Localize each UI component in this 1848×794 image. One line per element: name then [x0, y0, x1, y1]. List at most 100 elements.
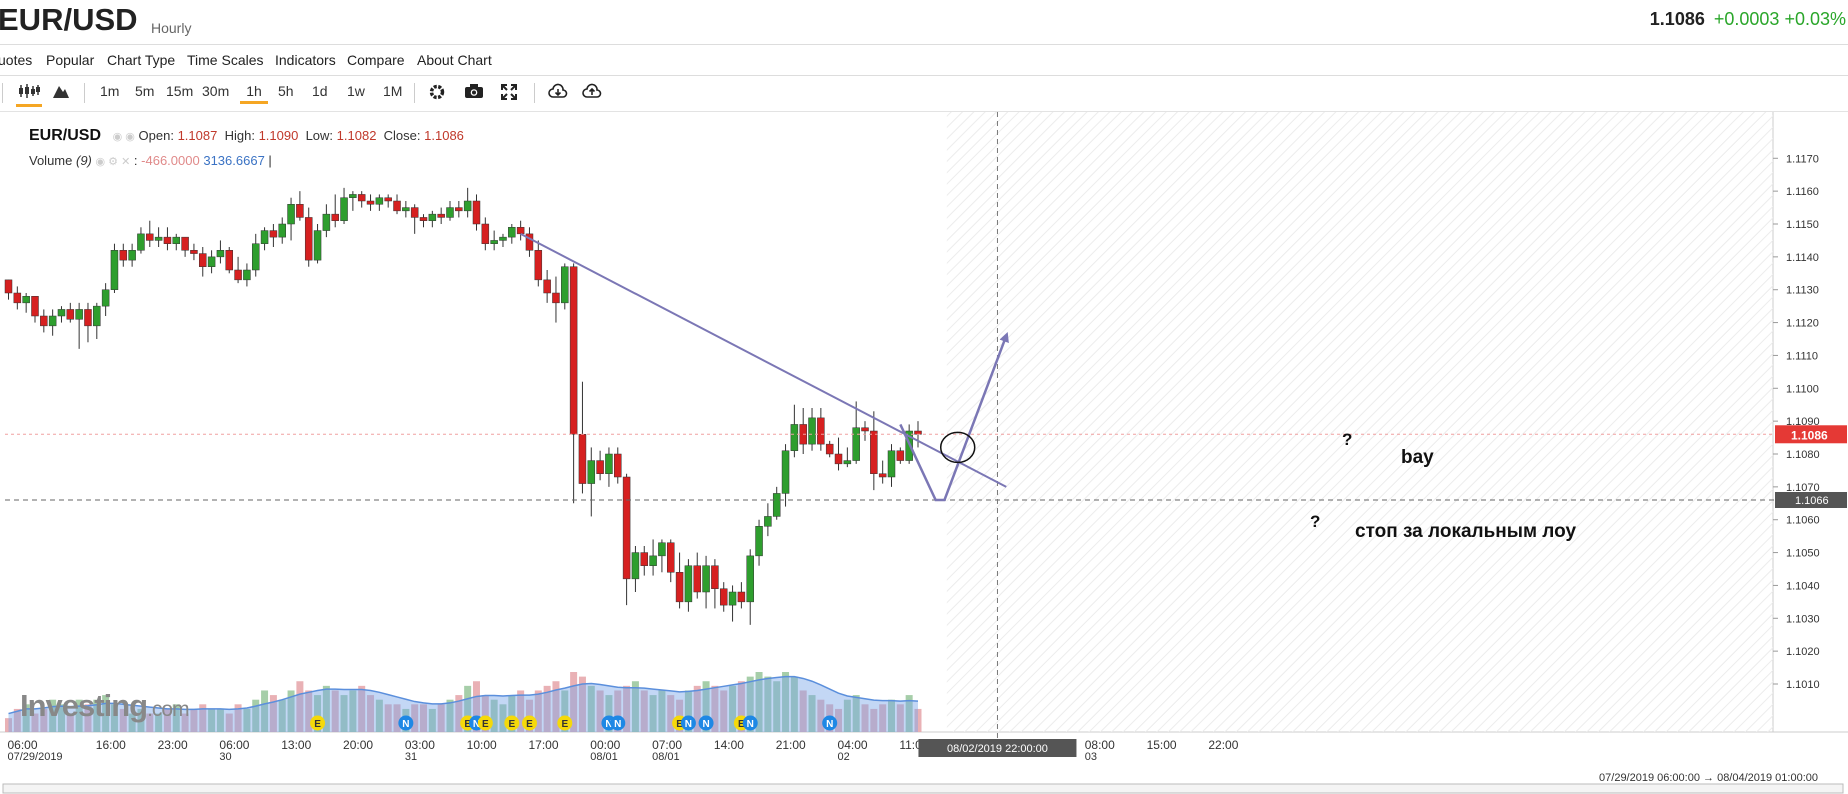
volume-bar	[146, 713, 154, 732]
interval-1w[interactable]: 1w	[347, 83, 365, 99]
x-tick-label: 16:00	[96, 738, 126, 752]
candle-body	[481, 223, 490, 244]
candle-body	[887, 450, 896, 478]
fullscreen-icon[interactable]	[500, 83, 518, 104]
candle	[764, 503, 772, 537]
candle	[684, 559, 693, 612]
volume-bar	[367, 695, 375, 732]
volume-bar	[605, 695, 613, 732]
economic-event-icon	[310, 715, 326, 731]
volume-bar	[631, 681, 639, 732]
x-tick-sublabel: 07/29/2019	[8, 751, 63, 763]
candle	[428, 210, 437, 228]
volume-bar	[190, 708, 198, 732]
upload-icon[interactable]	[582, 83, 602, 104]
download-icon[interactable]	[548, 83, 568, 104]
volume-bar	[137, 708, 145, 732]
candle	[57, 306, 66, 323]
candle-body	[772, 493, 781, 517]
menu-compare[interactable]: Compare	[347, 52, 405, 68]
toolbar-divider	[414, 83, 415, 103]
menu-chart-type[interactable]: Chart Type	[107, 52, 176, 68]
annotation-stop: стоп за локальным лоу	[1355, 521, 1577, 542]
candle-body	[190, 250, 198, 254]
candle	[781, 444, 790, 507]
y-tick-label: 1.1170	[1786, 153, 1819, 165]
candle-body	[649, 555, 657, 566]
volume-bar	[693, 685, 701, 732]
interval-15m[interactable]: 15m	[166, 83, 194, 99]
x-tick-sublabel: 31	[405, 751, 417, 763]
volume-bar	[84, 704, 92, 732]
volume-bar	[658, 690, 666, 732]
candle	[790, 404, 799, 458]
volume-bar	[764, 676, 772, 732]
candle-body	[137, 233, 145, 251]
volume-bar	[155, 713, 163, 732]
volume-bar	[888, 699, 895, 732]
candle	[269, 224, 278, 247]
menu-time-scales[interactable]: Time Scales	[187, 52, 264, 68]
candlestick-icon[interactable]	[16, 83, 42, 107]
candle-body	[693, 565, 701, 593]
volume-bar	[13, 708, 21, 732]
interval-5h[interactable]: 5h	[278, 83, 294, 99]
mountain-icon[interactable]	[52, 83, 70, 102]
interval-5m[interactable]: 5m	[135, 83, 155, 99]
interval-1m[interactable]: 1m	[100, 83, 120, 99]
x-tick-sublabel: 08/01	[652, 751, 680, 763]
candle-body	[216, 250, 225, 258]
volume-bar	[252, 699, 260, 732]
candle	[437, 207, 445, 224]
volume-bar	[314, 695, 322, 732]
gear-icon[interactable]	[428, 83, 446, 104]
news-event-icon	[680, 715, 696, 731]
investing-logo: Investing.com	[20, 688, 190, 724]
candle	[199, 247, 207, 277]
volume-bar	[640, 690, 648, 732]
candle	[587, 447, 596, 517]
candle	[181, 236, 189, 257]
volume-bar	[490, 699, 498, 732]
price-chart[interactable]: 1.1010 1.1020 1.1030 1.1040 1.1050 1.1060 1.10…	[0, 112, 1848, 794]
interval-1d[interactable]: 1d	[312, 83, 328, 99]
volume-bar	[428, 708, 436, 732]
candle-body	[57, 309, 66, 317]
volume-bar	[896, 704, 904, 732]
eye-icon[interactable]: ◉ ◉	[112, 131, 135, 143]
candle-body	[340, 197, 348, 221]
volume-bar	[102, 695, 110, 732]
volume-bar	[914, 708, 922, 732]
volume-bar	[243, 708, 251, 732]
volume-bar	[349, 690, 357, 732]
camera-icon[interactable]	[464, 83, 484, 102]
candle	[304, 207, 313, 267]
candle-body	[119, 250, 128, 261]
interval-1M[interactable]: 1M	[383, 83, 403, 99]
menu-popular[interactable]: Popular	[46, 52, 95, 68]
interval-1h[interactable]: 1h	[240, 83, 268, 104]
candle-body	[631, 552, 640, 580]
candle	[146, 220, 154, 247]
volume-bar	[623, 685, 631, 732]
menu-quotes[interactable]: uotes	[0, 52, 33, 68]
candle	[410, 204, 419, 234]
candle	[825, 440, 834, 458]
volume-bar	[331, 690, 339, 732]
candle-body	[640, 552, 649, 566]
candle-body	[675, 572, 684, 603]
menu-indicators[interactable]: Indicators	[275, 52, 336, 68]
y-tick-label: 1.1160	[1786, 186, 1819, 198]
volume-bar	[905, 695, 913, 732]
candle-body	[552, 292, 560, 304]
volume-bar	[287, 690, 295, 732]
volume-controls-icon[interactable]: ◉ ⚙ ✕	[95, 156, 131, 168]
candle-body	[269, 230, 278, 238]
volume-bar	[269, 695, 277, 732]
ohlc-legend: EUR/USD ◉ ◉ Open: 1.1087 High: 1.1090 Lo…	[29, 127, 464, 145]
menu-about-chart[interactable]: About Chart	[417, 52, 492, 68]
volume-bar	[181, 713, 189, 732]
interval-30m[interactable]: 30m	[202, 83, 230, 99]
candle-body	[446, 207, 454, 218]
